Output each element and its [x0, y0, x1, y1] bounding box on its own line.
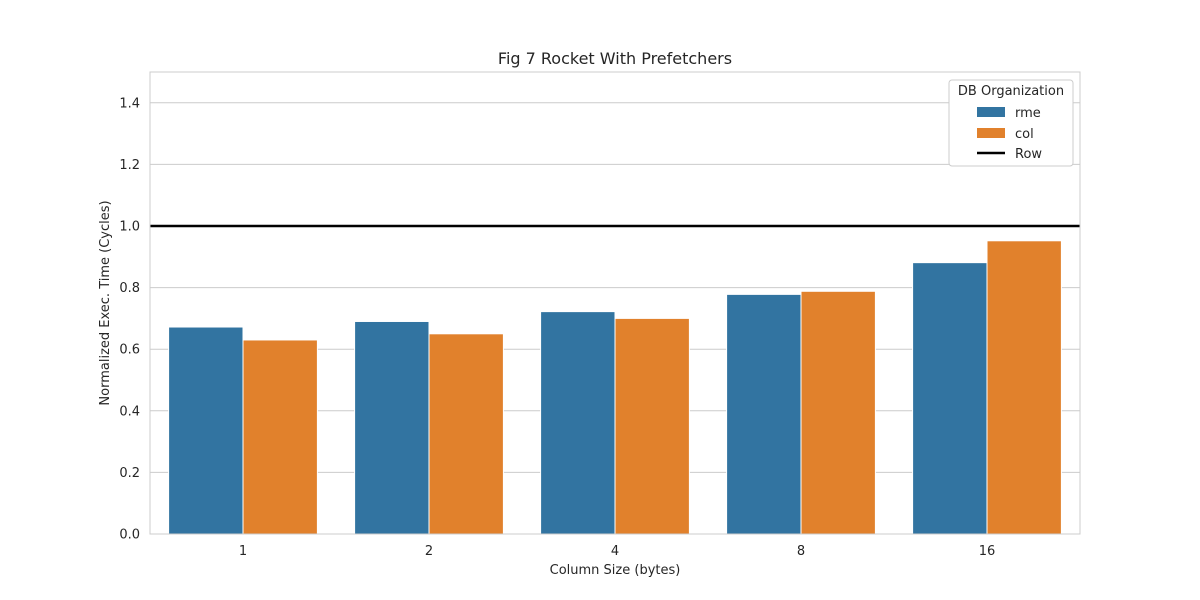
x-tick-label: 16 — [979, 544, 996, 559]
x-axis-title: Column Size (bytes) — [550, 563, 681, 578]
y-tick-labels: 0.0 0.2 0.4 0.6 0.8 1.0 1.2 1.4 — [119, 96, 140, 542]
bar-col-4 — [614, 317, 690, 535]
y-axis-title: Normalized Exec. Time (Cycles) — [98, 200, 113, 405]
legend-label-rme: rme — [1015, 106, 1041, 121]
bar-col-1 — [242, 339, 318, 535]
y-tick-label: 0.4 — [119, 404, 140, 419]
legend-box — [948, 79, 1074, 167]
legend: DB Organization rme col Row — [948, 79, 1074, 167]
bar-rme-8 — [726, 293, 802, 535]
legend-title: DB Organization — [958, 84, 1064, 99]
x-tick-label: 4 — [611, 544, 619, 559]
plot-frame — [149, 71, 1081, 535]
y-tick-label: 0.6 — [119, 343, 140, 358]
bar-rme-16 — [912, 262, 988, 535]
x-tick-label: 8 — [797, 544, 805, 559]
legend-label-col: col — [1015, 127, 1034, 142]
x-tick-labels: 1 2 4 8 16 — [239, 544, 995, 559]
x-tick-label: 2 — [425, 544, 433, 559]
bar-col-8 — [800, 290, 876, 535]
bar-col-16 — [986, 240, 1062, 535]
y-tick-label: 0.8 — [119, 281, 140, 296]
y-tick-label: 0.0 — [119, 528, 140, 543]
legend-swatch-col — [977, 128, 1005, 138]
x-tick-label: 1 — [239, 544, 247, 559]
chart-title: Fig 7 Rocket With Prefetchers — [498, 49, 732, 68]
y-tick-label: 1.0 — [119, 220, 140, 235]
bar-col-2 — [428, 333, 504, 535]
legend-label-row: Row — [1015, 147, 1042, 162]
y-tick-label: 1.2 — [119, 158, 140, 173]
legend-swatch-rme — [977, 107, 1005, 117]
bars — [168, 240, 1062, 535]
bar-rme-1 — [168, 326, 244, 535]
y-tick-label: 1.4 — [119, 96, 140, 111]
y-tick-label: 0.2 — [119, 466, 140, 481]
bar-rme-2 — [354, 320, 430, 535]
bar-rme-4 — [540, 311, 616, 535]
